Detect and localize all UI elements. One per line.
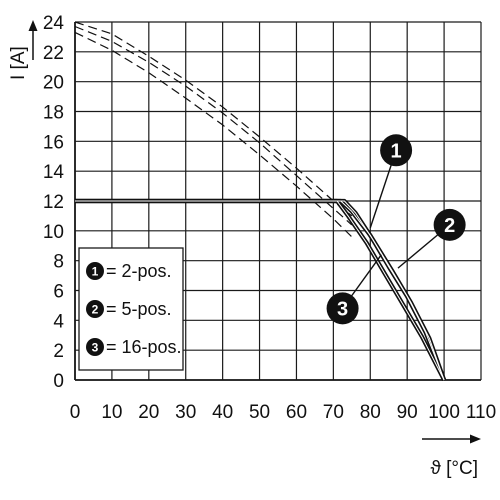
legend-label: = 5-pos. <box>106 299 172 319</box>
x-tick-label: 100 <box>428 402 460 423</box>
series-1-dashed-line <box>74 21 353 217</box>
callout-badge-number: 3 <box>337 298 348 320</box>
x-tick-label: 110 <box>466 402 496 423</box>
solid-curves <box>75 198 447 381</box>
legend-badge <box>86 338 104 356</box>
tick-labels: 0 10 20 30 40 50 60 70 80 90 100 110024681012141618… <box>43 13 496 423</box>
x-tick-label: 30 <box>175 402 196 423</box>
series-3-dashed-line <box>74 31 353 238</box>
curve-callouts: 1 2 3 <box>326 134 466 325</box>
legend-item: 3 = 16-pos. <box>86 337 182 357</box>
legend: 1 = 2-pos. 2 = 5-pos. 3 = 16-pos. <box>78 247 184 371</box>
grid <box>74 21 482 381</box>
y-tick-label: 4 <box>53 311 64 332</box>
callout-badge <box>326 292 359 325</box>
y-tick-label: 0 <box>53 371 64 392</box>
callout-badge <box>433 208 466 241</box>
callout-3: 3 <box>326 254 382 325</box>
x-tick-label: 60 <box>286 402 307 423</box>
legend-label: = 16-pos. <box>106 337 182 357</box>
callout-2: 2 <box>397 208 466 269</box>
legend-badge <box>86 300 104 318</box>
x-tick-label: 0 <box>70 402 81 423</box>
x-tick-label: 40 <box>212 402 233 423</box>
y-tick-label: 10 <box>43 222 64 243</box>
series-2-line <box>75 200 445 381</box>
x-tick-label: 10 <box>101 402 122 423</box>
series-3-line <box>75 200 445 381</box>
y-tick-label: 12 <box>43 192 64 213</box>
callout-1: 1 <box>369 134 413 229</box>
dashed-curves <box>74 21 353 238</box>
y-tick-label: 8 <box>53 252 64 273</box>
x-tick-label: 50 <box>249 402 270 423</box>
x-tick-label: 90 <box>397 402 418 423</box>
y-axis-title: I [A] <box>8 46 29 80</box>
y-tick-label: 18 <box>43 103 64 124</box>
y-tick-label: 16 <box>43 132 64 153</box>
x-tick-label: 80 <box>360 402 381 423</box>
y-tick-label: 14 <box>43 162 65 183</box>
x-tick-label: 20 <box>138 402 159 423</box>
x-tick-label: 70 <box>323 402 344 423</box>
y-axis-arrowhead-icon <box>28 20 38 31</box>
x-axis-arrowhead-icon <box>470 434 481 444</box>
callout-badge <box>380 134 413 167</box>
x-axis-title: ϑ [°C] <box>430 458 478 479</box>
legend-badge-number: 1 <box>92 265 99 279</box>
y-tick-label: 22 <box>43 43 64 64</box>
callout-badge-number: 2 <box>444 215 455 237</box>
y-axis-title-group: I [A] <box>8 20 38 80</box>
series-2-dashed-line <box>74 25 353 226</box>
legend-badge <box>86 262 104 280</box>
y-tick-label: 24 <box>43 13 65 34</box>
x-axis-title-group: ϑ [°C] <box>422 434 481 479</box>
y-tick-label: 2 <box>53 341 64 362</box>
callout-badge-number: 1 <box>391 140 402 162</box>
legend-label: = 2-pos. <box>106 261 172 281</box>
y-tick-label: 6 <box>53 282 64 303</box>
legend-item: 2 = 5-pos. <box>86 299 172 319</box>
y-tick-label: 20 <box>43 73 64 94</box>
legend-badge-number: 3 <box>92 341 99 355</box>
legend-badge-number: 2 <box>92 303 99 317</box>
legend-item: 1 = 2-pos. <box>86 261 172 281</box>
